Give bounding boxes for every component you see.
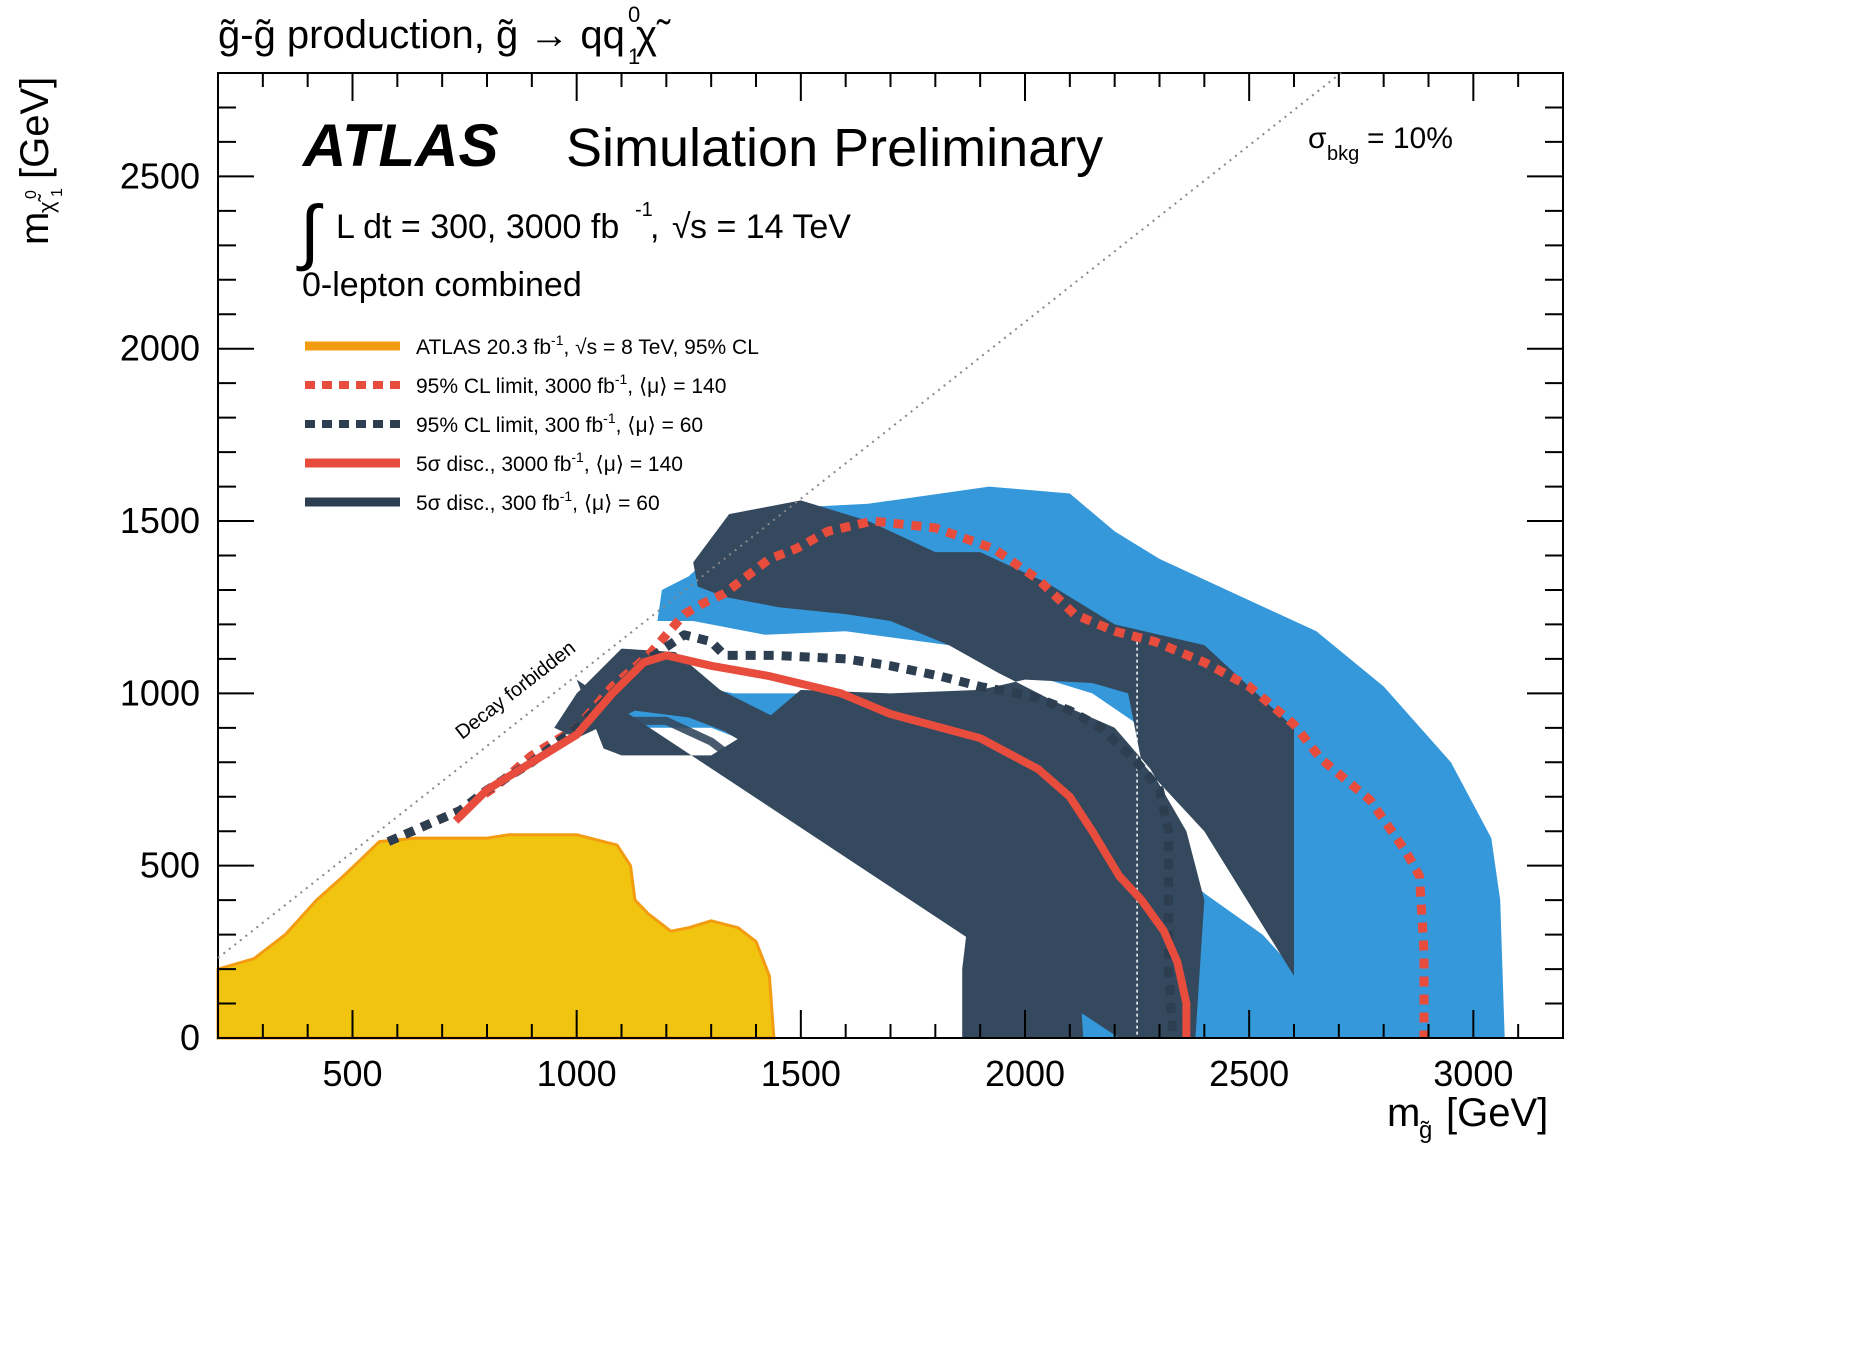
experiment-label: ATLAS <box>301 112 499 179</box>
status-label: Simulation Preliminary <box>566 118 1103 178</box>
legend-label: 5σ disc., 300 fb-1, ⟨μ⟩ = 60 <box>416 488 660 515</box>
y-axis-label-m: m <box>13 212 57 245</box>
legend-label: 5σ disc., 3000 fb-1, ⟨μ⟩ = 140 <box>416 449 683 476</box>
lumi-text: L dt = 300, 3000 fb <box>336 208 619 246</box>
lines-layer <box>386 516 1429 1039</box>
y-axis-label: m χ̃ 0 1 [GeV] <box>13 77 66 245</box>
bands-layer <box>216 486 1505 1040</box>
decay-forbidden-diagonal <box>217 72 1342 959</box>
x-tick-label: 2500 <box>1209 1053 1289 1094</box>
x-axis-label-sub: g̃ <box>1419 1117 1432 1144</box>
series-line-6 <box>386 630 1178 1039</box>
y-axis-label-unit: [GeV] <box>13 77 57 179</box>
y-tick-label: 2000 <box>120 328 200 369</box>
x-tick-label: 1000 <box>537 1053 617 1094</box>
legend-label: 95% CL limit, 3000 fb-1, ⟨μ⟩ = 140 <box>416 371 726 398</box>
tick-layer: 500 1000 1500 2000 2500 3000 0 500 1000 1500 2000 2… <box>120 72 1564 1094</box>
y-tick-label: 2500 <box>120 155 200 196</box>
y-tick-label: 1000 <box>120 672 200 713</box>
sqrt-symbol: √ <box>672 208 691 246</box>
figure-title-sub: 1 <box>628 44 640 69</box>
legend-label: 95% CL limit, 300 fb-1, ⟨μ⟩ = 60 <box>416 410 703 437</box>
sigma-bkg-annotation: σ bkg = 10% <box>1308 122 1453 165</box>
energy-text: s = 14 TeV <box>690 208 851 246</box>
y-axis-label-sup: 0 <box>23 190 40 199</box>
legend-label: ATLAS 20.3 fb-1, √s = 8 TeV, 95% CL <box>416 332 759 359</box>
channel-label: 0-lepton combined <box>302 266 582 304</box>
x-tick-label: 500 <box>322 1053 382 1094</box>
integral-sign: ∫ <box>296 192 324 272</box>
y-tick-label: 0 <box>180 1017 200 1058</box>
series-line-7 <box>452 651 1191 1038</box>
y-axis-label-sub1: 1 <box>49 188 66 197</box>
sigma-symbol: σ <box>1308 122 1327 155</box>
lumi-sup: -1 <box>635 199 653 221</box>
figure-title: g̃-g̃ production, g̃ → qq χ̃ <box>218 13 671 57</box>
x-tick-label: 2000 <box>985 1053 1065 1094</box>
lumi-comma: , <box>650 208 659 246</box>
x-tick-label: 1500 <box>761 1053 841 1094</box>
y-tick-label: 1500 <box>120 500 200 541</box>
legend: ATLAS 20.3 fb-1, √s = 8 TeV, 95% CL 95% C… <box>305 332 759 515</box>
y-tick-label: 500 <box>140 845 200 886</box>
region-0 <box>216 833 776 1040</box>
sigma-value: = 10% <box>1367 122 1453 155</box>
x-axis-label: m g̃ [GeV] <box>1387 1091 1548 1144</box>
x-axis-label-m: m <box>1387 1091 1420 1135</box>
series-line-2 <box>562 716 1047 1039</box>
figure-title-sup: 0 <box>628 2 640 27</box>
sigma-sub: bkg <box>1327 143 1359 165</box>
x-tick-label: 3000 <box>1433 1053 1513 1094</box>
x-axis-label-unit: [GeV] <box>1446 1091 1548 1135</box>
